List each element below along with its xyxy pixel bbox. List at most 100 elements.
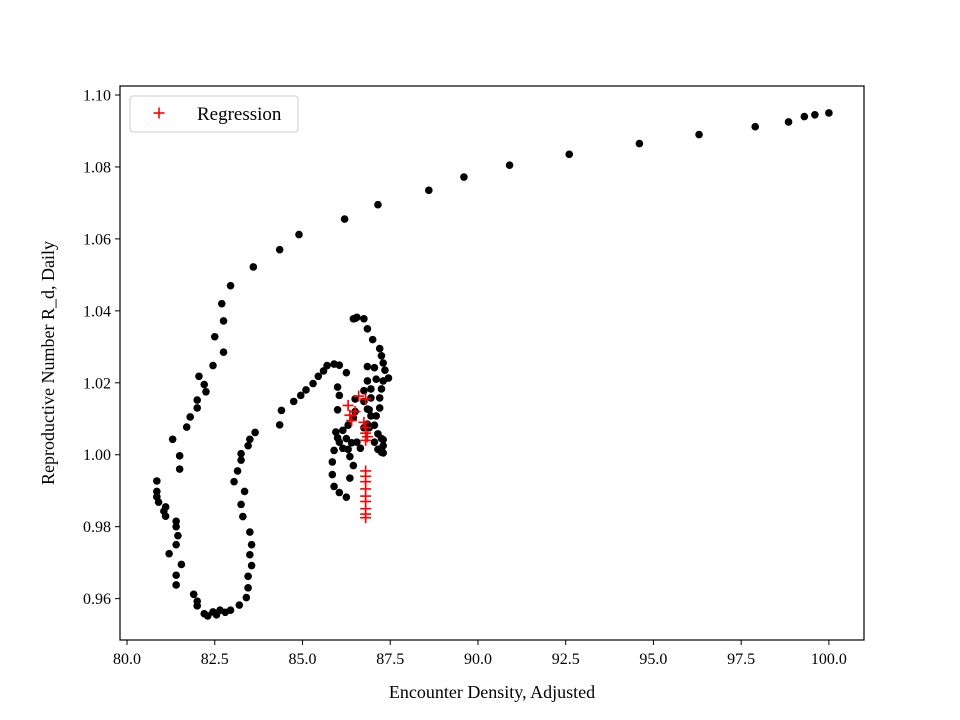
data-point <box>237 500 245 509</box>
data-point <box>242 593 251 602</box>
data-point <box>425 186 433 195</box>
data-point <box>246 435 254 444</box>
data-point <box>174 531 182 540</box>
y-tick-label: 1.10 <box>83 87 111 104</box>
data-point <box>367 412 375 420</box>
data-point <box>811 110 819 119</box>
data-point <box>182 423 191 431</box>
regression-point <box>360 434 372 446</box>
data-point <box>365 405 373 414</box>
data-point <box>195 372 203 381</box>
data-point <box>277 406 286 415</box>
x-tick-label: 87.5 <box>376 651 404 668</box>
data-point <box>314 372 323 381</box>
data-point <box>356 444 365 453</box>
y-tick-label: 1.06 <box>83 231 111 248</box>
data-point <box>165 549 173 558</box>
x-axis: 80.0 82.5 85.0 87.5 90.0 92.5 95.0 97.5 100.0 <box>113 640 847 668</box>
data-point <box>200 380 209 389</box>
data-point <box>367 394 375 402</box>
data-point <box>161 512 170 521</box>
y-tick-label: 1.08 <box>83 159 111 176</box>
data-point <box>154 498 163 507</box>
x-tick-label: 80.0 <box>113 651 141 668</box>
regression-point <box>346 415 358 427</box>
data-point <box>340 215 349 223</box>
x-tick-label: 97.5 <box>727 651 755 668</box>
data-point <box>377 352 386 360</box>
data-point <box>235 601 244 609</box>
data-point <box>172 581 180 589</box>
data-point <box>168 435 177 444</box>
data-point <box>363 377 372 385</box>
data-point <box>239 512 247 521</box>
data-point <box>330 446 338 455</box>
data-point <box>328 470 337 479</box>
data-point <box>344 421 352 430</box>
x-tick-label: 100.0 <box>811 651 847 668</box>
data-point <box>302 386 310 394</box>
data-point <box>172 522 180 531</box>
data-point <box>370 421 379 430</box>
x-axis-label: Encounter Density, Adjusted <box>389 682 595 702</box>
data-point <box>342 434 351 443</box>
data-point <box>349 314 358 323</box>
data-point <box>217 299 226 308</box>
data-point <box>226 606 235 614</box>
y-tick-label: 1.00 <box>83 447 111 464</box>
data-point <box>203 612 212 620</box>
data-point <box>332 428 340 436</box>
data-point <box>635 139 644 148</box>
data-point <box>244 584 252 592</box>
data-point <box>363 325 372 333</box>
data-point <box>346 452 354 461</box>
data-point <box>375 404 384 412</box>
data-point <box>240 487 249 496</box>
data-point <box>275 245 284 254</box>
data-point <box>296 391 305 400</box>
data-point <box>289 397 298 406</box>
data-point <box>384 374 393 382</box>
data-point <box>244 441 252 450</box>
data-point <box>186 413 194 421</box>
data-point <box>370 438 379 446</box>
data-point <box>246 550 254 559</box>
data-point <box>344 445 352 454</box>
data-point <box>237 449 245 458</box>
data-point <box>328 458 337 466</box>
data-point <box>368 335 377 344</box>
data-point <box>372 412 380 420</box>
data-point <box>193 602 202 610</box>
data-point <box>381 366 389 374</box>
data-point <box>800 112 809 121</box>
data-point <box>363 362 372 371</box>
data-point <box>247 540 256 549</box>
data-point <box>335 488 344 497</box>
x-tick-label: 92.5 <box>552 651 580 668</box>
data-point <box>349 461 358 470</box>
data-point <box>226 281 235 290</box>
data-point <box>346 474 354 482</box>
regression-point <box>360 393 372 405</box>
data-point <box>374 200 382 209</box>
data-point <box>323 361 331 370</box>
legend-plus-icon <box>153 107 165 119</box>
data-point <box>379 441 388 450</box>
data-point <box>175 452 184 460</box>
data-point <box>202 387 210 396</box>
data-point <box>244 572 252 581</box>
data-point <box>172 571 180 580</box>
y-tick-label: 1.02 <box>83 375 111 392</box>
data-point <box>375 344 384 353</box>
data-point <box>505 161 514 169</box>
data-point <box>360 314 368 323</box>
y-axis: 0.96 0.98 1.00 1.02 1.04 1.06 1.08 1.10 <box>83 87 120 608</box>
data-point <box>319 367 328 375</box>
regression-point <box>353 390 365 402</box>
data-point <box>237 456 245 464</box>
x-tick-label: 90.0 <box>464 651 492 668</box>
data-point <box>172 540 180 549</box>
data-point <box>370 363 379 372</box>
data-point <box>342 493 351 501</box>
